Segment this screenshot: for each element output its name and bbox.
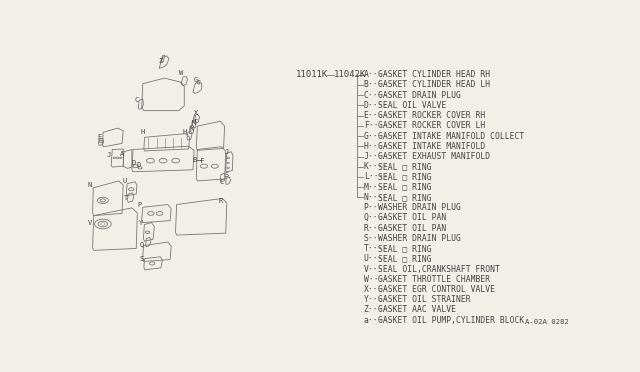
Text: SEAL □ RING: SEAL □ RING bbox=[378, 254, 431, 263]
Text: P: P bbox=[137, 202, 141, 208]
Text: S····: S···· bbox=[364, 234, 388, 243]
Text: Q····: Q···· bbox=[364, 214, 388, 222]
Text: A-02A 0282: A-02A 0282 bbox=[525, 319, 568, 326]
Text: SEAL □ RING: SEAL □ RING bbox=[378, 183, 431, 192]
Text: E: E bbox=[97, 134, 101, 140]
Text: X: X bbox=[194, 110, 198, 116]
Text: T····: T···· bbox=[364, 244, 388, 253]
Text: GASKET CYLINDER HEAD LH: GASKET CYLINDER HEAD LH bbox=[378, 80, 490, 89]
Text: S: S bbox=[224, 172, 228, 178]
Text: G····: G···· bbox=[364, 132, 388, 141]
Text: P····: P···· bbox=[364, 203, 388, 212]
Text: F····: F···· bbox=[364, 121, 388, 130]
Text: H: H bbox=[182, 129, 186, 135]
Text: SEAL □ RING: SEAL □ RING bbox=[378, 173, 431, 182]
Text: SEAL □ RING: SEAL □ RING bbox=[378, 162, 431, 171]
Text: GASKET CYLINDER HEAD RH: GASKET CYLINDER HEAD RH bbox=[378, 70, 490, 79]
Text: J: J bbox=[106, 152, 111, 158]
Text: C: C bbox=[135, 97, 139, 103]
Text: SEAL □ RING: SEAL □ RING bbox=[378, 193, 431, 202]
Text: E····: E···· bbox=[364, 111, 388, 120]
Text: X····: X···· bbox=[364, 285, 388, 294]
Text: Y: Y bbox=[139, 219, 143, 225]
Text: Y····: Y···· bbox=[364, 295, 388, 304]
Text: W····: W···· bbox=[364, 275, 388, 284]
Text: M····: M···· bbox=[364, 183, 388, 192]
Text: A: A bbox=[120, 151, 124, 157]
Text: C····: C···· bbox=[364, 91, 388, 100]
Text: C: C bbox=[220, 179, 224, 185]
Text: Z: Z bbox=[158, 58, 163, 64]
Text: H: H bbox=[141, 129, 145, 135]
Text: U: U bbox=[122, 178, 127, 184]
Text: B····: B···· bbox=[364, 80, 388, 89]
Text: 11011K: 11011K bbox=[296, 70, 328, 79]
Text: L: L bbox=[194, 115, 198, 121]
Text: GASKET THROTTLE CHAMBER: GASKET THROTTLE CHAMBER bbox=[378, 275, 490, 284]
Text: SEAL □ RING: SEAL □ RING bbox=[378, 244, 431, 253]
Text: V····: V···· bbox=[364, 264, 388, 273]
Text: SEAL OIL,CRANKSHAFT FRONT: SEAL OIL,CRANKSHAFT FRONT bbox=[378, 264, 499, 273]
Text: D····: D···· bbox=[364, 101, 388, 110]
Text: J: J bbox=[224, 149, 228, 155]
Text: a····: a···· bbox=[364, 316, 388, 325]
Text: S: S bbox=[139, 256, 143, 262]
Text: GASKET OIL PAN: GASKET OIL PAN bbox=[378, 224, 446, 232]
Text: GASKET EXHAUST MANIFOLD: GASKET EXHAUST MANIFOLD bbox=[378, 152, 490, 161]
Text: J····: J···· bbox=[364, 152, 388, 161]
Text: WASHER DRAIN PLUG: WASHER DRAIN PLUG bbox=[378, 234, 460, 243]
Text: GASKET OIL PAN: GASKET OIL PAN bbox=[378, 214, 446, 222]
Text: GASKET DRAIN PLUG: GASKET DRAIN PLUG bbox=[378, 91, 460, 100]
Text: GASKET INTAKE MANIFOLD: GASKET INTAKE MANIFOLD bbox=[378, 142, 485, 151]
Text: W: W bbox=[179, 70, 183, 76]
Text: 11042K: 11042K bbox=[334, 70, 366, 79]
Text: K: K bbox=[190, 126, 194, 132]
Text: Z····: Z···· bbox=[364, 305, 388, 314]
Text: L····: L···· bbox=[364, 173, 388, 182]
Text: GASKET ROCKER COVER LH: GASKET ROCKER COVER LH bbox=[378, 121, 485, 130]
Text: A····: A···· bbox=[364, 70, 388, 79]
Text: GASKET INTAKE MANIFOLD COLLECT: GASKET INTAKE MANIFOLD COLLECT bbox=[378, 132, 524, 141]
Text: D: D bbox=[136, 162, 140, 168]
Text: GASKET AAC VALVE: GASKET AAC VALVE bbox=[378, 305, 456, 314]
Text: G: G bbox=[193, 77, 198, 83]
Text: SEAL OIL VALVE: SEAL OIL VALVE bbox=[378, 101, 446, 110]
Text: GASKET OIL PUMP,CYLINDER BLOCK: GASKET OIL PUMP,CYLINDER BLOCK bbox=[378, 316, 524, 325]
Text: U····: U···· bbox=[364, 254, 388, 263]
Text: H····: H···· bbox=[364, 142, 388, 151]
Text: GASKET OIL STRAINER: GASKET OIL STRAINER bbox=[378, 295, 470, 304]
Text: GASKET EGR CONTROL VALVE: GASKET EGR CONTROL VALVE bbox=[378, 285, 495, 294]
Text: K····: K···· bbox=[364, 162, 388, 171]
Text: GASKET ROCKER COVER RH: GASKET ROCKER COVER RH bbox=[378, 111, 485, 120]
Text: N: N bbox=[88, 182, 92, 188]
Text: ─F: ─F bbox=[196, 158, 205, 164]
Text: M: M bbox=[192, 120, 196, 126]
Text: Q: Q bbox=[139, 241, 143, 247]
Text: V: V bbox=[88, 221, 92, 227]
Text: WASHER DRAIN PLUG: WASHER DRAIN PLUG bbox=[378, 203, 460, 212]
Text: R····: R···· bbox=[364, 224, 388, 232]
Text: T: T bbox=[124, 195, 127, 201]
Text: N····: N···· bbox=[364, 193, 388, 202]
Text: D: D bbox=[131, 160, 136, 166]
Text: R: R bbox=[218, 198, 222, 204]
Text: B: B bbox=[193, 157, 196, 163]
